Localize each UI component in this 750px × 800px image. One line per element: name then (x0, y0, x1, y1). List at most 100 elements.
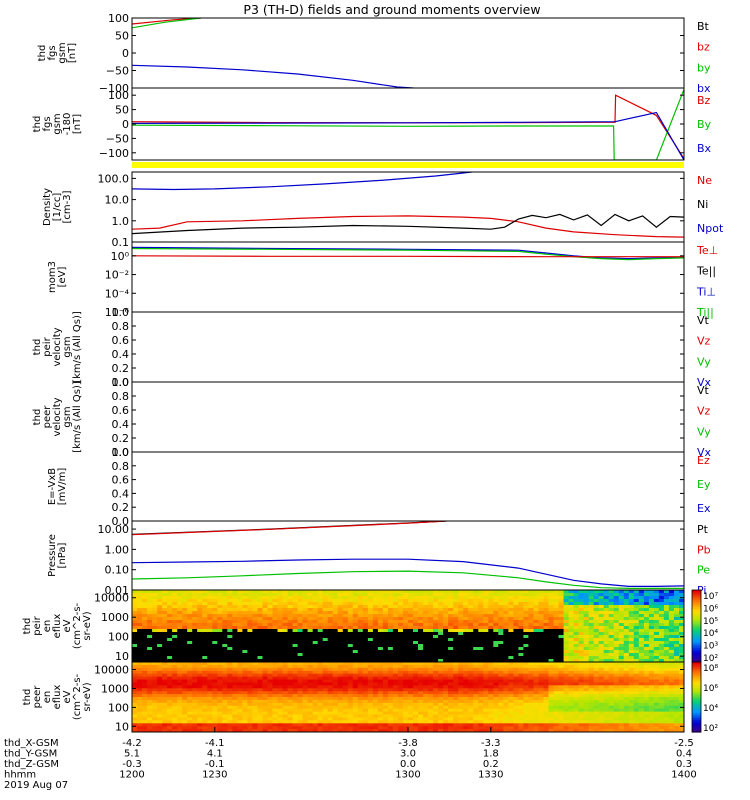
panel-frame (131, 17, 685, 89)
pressure-yticks: 10.00 1.00 0.10 0.01 (98, 523, 684, 597)
y-axis-label: [nT] (67, 43, 78, 63)
y-axis-label: gsm (62, 336, 73, 357)
y-axis-label: fgs (42, 116, 53, 131)
legend-entry: bx (697, 82, 711, 95)
temperature-legend: Te⊥ Te|| Ti⊥ Ti|| (696, 244, 718, 319)
y-tick-label: 0.10 (105, 564, 130, 577)
legend-entry: Ez (697, 454, 710, 467)
legend-entry: Bt (697, 20, 710, 33)
series-line-red (132, 255, 684, 258)
peer-eflux-spectrogram (132, 662, 684, 732)
y-tick-label: 0.2 (112, 432, 130, 445)
panel-frame (131, 451, 685, 522)
legend-entry: Ex (697, 502, 711, 515)
legend-entry: by (697, 61, 711, 74)
peer-eflux-ylabel: thd peer en eflux eV (cm^2-s-sr-eV) (22, 673, 93, 720)
series-line-blue (132, 558, 684, 588)
legend-entry: Vx (697, 446, 712, 459)
y-axis-label: eflux (52, 614, 63, 639)
y-axis-label: -180 (62, 113, 73, 136)
colorbar-tick-label: 10² (703, 724, 718, 734)
x-row-label: thd_X-GSM (4, 738, 59, 749)
panel-fgs-gsm: 100 500−50 −100 thd fgs gsm -180 [nT] Bz By Bx (32, 87, 712, 161)
efield-yticks: 1.00.80.60.40.20.0 (112, 446, 684, 528)
y-axis-label: thd (32, 339, 43, 356)
y-axis-label: mom3 (47, 261, 58, 293)
colorbar-tick-label: 10⁶ (703, 604, 718, 614)
y-tick-label: 0 (122, 118, 129, 131)
y-tick-label: 0 (122, 47, 129, 60)
fgs-ylabel: thd fgs gsm [nT] (37, 42, 78, 63)
figure-title: P3 (TH-D) fields and ground moments over… (243, 2, 540, 17)
y-tick-label: 0.01 (105, 584, 130, 597)
y-axis-label: gsm (62, 406, 73, 427)
series-line-blue (132, 172, 478, 191)
x-row-value: 1230 (202, 770, 227, 781)
y-axis-label: thd (22, 618, 33, 635)
y-axis-label: velocity (52, 327, 63, 366)
y-tick-label: 10.0 (105, 194, 130, 207)
y-tick-label: 0.0 (112, 376, 130, 389)
y-axis-label: thd (22, 689, 33, 706)
series-line-blue (132, 246, 684, 260)
y-tick-label: 0.0 (112, 515, 130, 528)
y-tick-label: 10 (115, 650, 129, 663)
panel-frame (131, 311, 685, 383)
series-line-black (132, 213, 684, 235)
x-row-value: -0.3 (122, 759, 142, 770)
y-tick-label: 1.0 (112, 215, 130, 228)
legend-entry: By (697, 118, 712, 131)
efield-ylabel: E=-VxB [mV/m] (47, 468, 68, 506)
y-tick-label: 10⁰ (111, 250, 130, 263)
y-axis-label: (cm^2-s- (72, 673, 83, 720)
x-row-label: thd_Z-GSM (4, 759, 59, 770)
quality-flag-bar (132, 162, 684, 168)
y-tick-label: −50 (106, 132, 129, 145)
x-row-value: -4.2 (122, 738, 142, 749)
y-axis-label: en (42, 691, 53, 704)
fgs-yticks: 100 50 0 −50 −100 (99, 12, 684, 95)
y-tick-label: 1.0 (112, 446, 130, 459)
y-tick-label: 0.4 (112, 348, 130, 361)
legend-entry: Vt (697, 314, 710, 327)
x-axis: thd_X-GSM -4.2 -4.1 -3.8 -3.3 -2.5 thd_Y-GSM 5.… (4, 727, 697, 791)
legend-entry: Vy (697, 355, 711, 368)
y-tick-label: 100 (108, 701, 129, 714)
efield-legend: Ez Ey Ex (697, 454, 711, 515)
fgs-series (132, 18, 414, 88)
peer-velocity-legend: Vt Vz Vy Vx (697, 384, 712, 459)
y-axis-label: eV (62, 690, 73, 703)
y-tick-label: 0.8 (112, 390, 130, 403)
y-tick-label: 0.8 (112, 320, 130, 333)
y-axis-label: velocity (52, 397, 63, 436)
peir-eflux-spectrogram (132, 590, 684, 662)
legend-entry: Te⊥ (696, 244, 718, 257)
legend-entry: bz (697, 41, 710, 54)
peir-velocity-legend: Vt Vz Vy Vx (697, 314, 712, 389)
peir-eflux-colorbar: 10⁷ 10⁶ 10⁵ 10⁴ 10³ 10² (691, 589, 718, 664)
y-tick-label: 100.0 (98, 172, 130, 185)
y-axis-label: thd (32, 116, 43, 133)
x-row-value: 0.4 (676, 749, 692, 760)
series-line-green (132, 89, 684, 160)
legend-entry: Ne (697, 174, 712, 187)
series-line-green (132, 18, 202, 29)
y-tick-label: 10⁻⁴ (105, 287, 130, 300)
y-tick-label: 0.0 (112, 446, 130, 459)
pressure-ylabel: Pressure [nPa] (47, 534, 68, 577)
y-tick-label: 10⁻⁶ (105, 306, 130, 319)
y-tick-label: 0.2 (112, 501, 130, 514)
colorbar-tick-label: 10² (703, 654, 718, 664)
y-axis-label: [nPa] (57, 542, 68, 568)
x-row-value: -3.8 (398, 738, 418, 749)
colorbar-tick-label: 10⁷ (703, 592, 718, 602)
y-axis-label: fgs (47, 45, 58, 60)
y-axis-label: peir (42, 336, 53, 356)
series-line-green (132, 247, 684, 261)
legend-entry: Vz (697, 405, 711, 418)
y-axis-label: peer (32, 685, 43, 709)
